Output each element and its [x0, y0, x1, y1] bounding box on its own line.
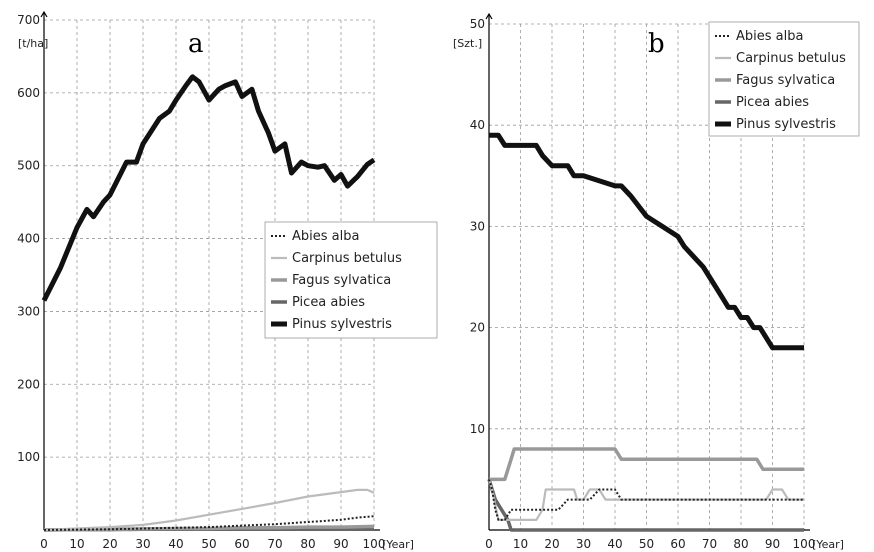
panel-a-legend-label-pinus: Pinus sylvestris [292, 317, 392, 332]
panel-a-ytick-400: 400 [17, 232, 40, 246]
panel-a-ylabel: [t/ha] [18, 37, 48, 50]
panel-b-series-fagus [489, 447, 804, 482]
panel-b-xtick-100: 100 [793, 537, 816, 551]
panel-a-ytick-600: 600 [17, 86, 40, 100]
panel-b-legend-box [708, 21, 860, 137]
panel-a-ytick-500: 500 [17, 159, 40, 173]
panel-b: b 0 10 20 30 40 50 60 70 80 90 100 10 20 30 40 50 [Szt.]… [453, 12, 860, 551]
panel-a-legend-label-abies: Abies alba [292, 229, 359, 244]
panel-b-legend-label-abies: Abies alba [736, 29, 803, 44]
panel-a-xtick-40: 40 [168, 537, 183, 551]
panel-b-xlabel: [Year] [812, 538, 844, 551]
panel-a-series-abies [43, 515, 375, 531]
panel-a-y-arrow [40, 10, 48, 18]
panel-a-xtick-50: 50 [201, 537, 216, 551]
panel-b-ytick-30: 30 [470, 219, 485, 233]
panel-a: a 0 10 20 30 40 50 60 70 80 90 100 100 200 300 400 500 6… [17, 10, 438, 551]
panel-b-legend-label-picea: Picea abies [736, 95, 809, 110]
panel-b-xtick-50: 50 [639, 537, 654, 551]
panel-b-label: b [648, 29, 665, 59]
panel-b-xtick-20: 20 [544, 537, 559, 551]
panel-a-legend-label-carpinus: Carpinus betulus [292, 251, 402, 266]
panel-b-y-arrow [485, 12, 493, 20]
panel-a-label: a [188, 29, 204, 59]
panel-b-legend-label-fagus: Fagus sylvatica [736, 73, 835, 88]
panel-b-ytick-50: 50 [470, 17, 485, 31]
panel-a-legend-box [264, 221, 438, 339]
panel-a-xtick-30: 30 [135, 537, 150, 551]
panel-b-ylabel: [Szt.] [453, 37, 482, 50]
panel-b-xtick-70: 70 [702, 537, 717, 551]
panel-a-legend-label-fagus: Fagus sylvatica [292, 273, 391, 288]
panel-a-ytick-300: 300 [17, 304, 40, 318]
panel-a-ytick-200: 200 [17, 377, 40, 391]
panel-b-legend-label-carpinus: Carpinus betulus [736, 51, 846, 66]
panel-a-xtick-90: 90 [333, 537, 348, 551]
panel-a-xtick-10: 10 [69, 537, 84, 551]
panel-b-legend-label-pinus: Pinus sylvestris [736, 117, 836, 132]
panel-a-xtick-70: 70 [267, 537, 282, 551]
panel-b-xtick-10: 10 [513, 537, 528, 551]
panel-b-xtick-60: 60 [670, 537, 685, 551]
panel-a-xtick-0: 0 [40, 537, 48, 551]
panel-b-xtick-0: 0 [485, 537, 493, 551]
panel-b-ytick-20: 20 [470, 321, 485, 335]
panel-a-xtick-60: 60 [234, 537, 249, 551]
panel-a-xtick-100: 100 [363, 537, 386, 551]
panel-a-xlabel: [Year] [382, 538, 414, 551]
panel-a-series-carpinus [43, 488, 375, 532]
panel-b-series-pinus [489, 132, 804, 351]
panel-b-xtick-30: 30 [576, 537, 591, 551]
panel-a-xtick-20: 20 [102, 537, 117, 551]
panel-b-xtick-90: 90 [765, 537, 780, 551]
panel-a-legend-label-picea: Picea abies [292, 295, 365, 310]
panel-b-xtick-40: 40 [607, 537, 622, 551]
panel-b-series-abies [488, 479, 804, 521]
panel-b-ytick-40: 40 [470, 118, 485, 132]
panel-a-series-fagus [43, 524, 375, 532]
panel-a-ytick-700: 700 [17, 13, 40, 27]
panel-b-xtick-80: 80 [733, 537, 748, 551]
panel-a-xtick-80: 80 [300, 537, 315, 551]
panel-a-ytick-100: 100 [17, 450, 40, 464]
panel-b-ytick-10: 10 [470, 422, 485, 436]
panel-a-series-pinus [41, 74, 376, 302]
